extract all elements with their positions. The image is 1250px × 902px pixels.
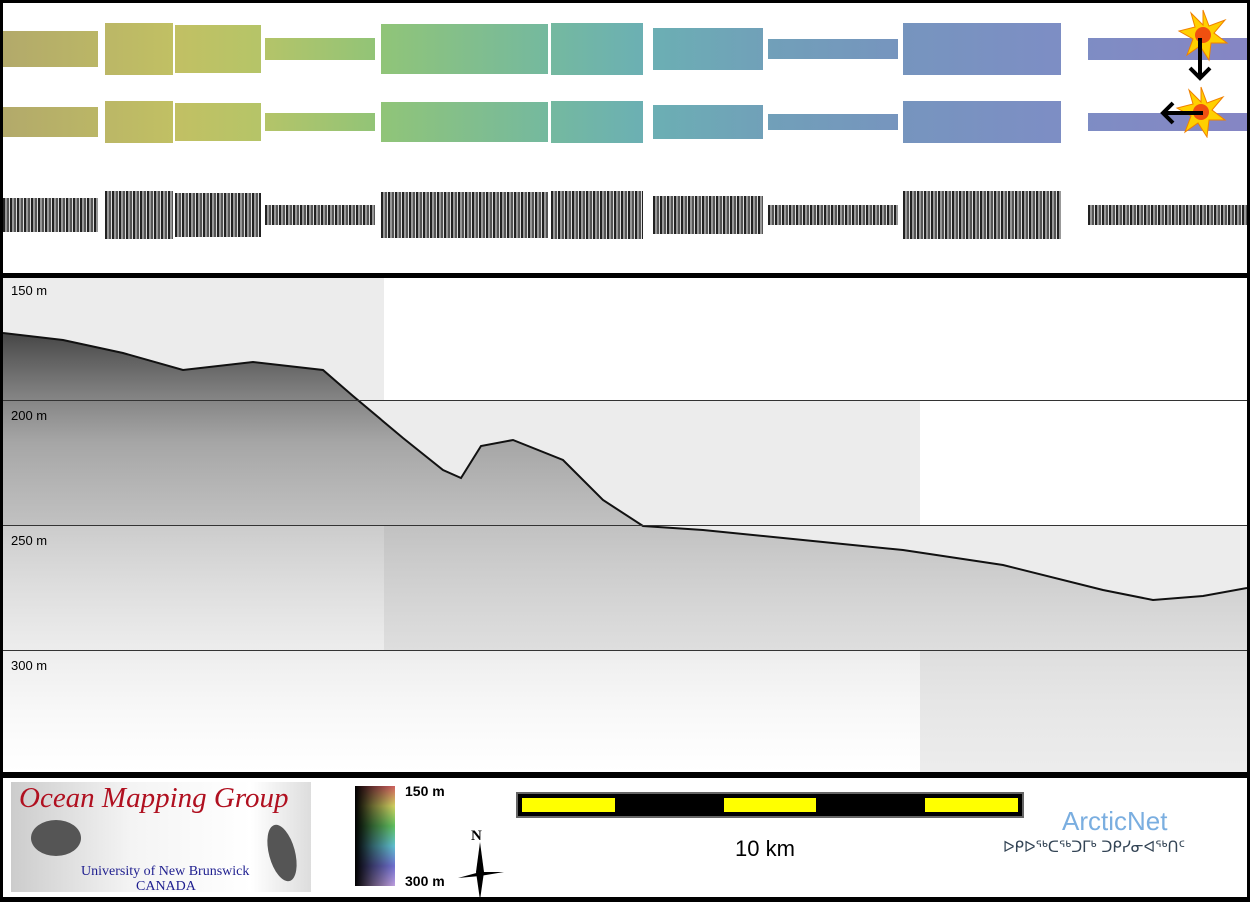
shaded-relief-strip-segment — [175, 102, 261, 142]
backscatter-strip-segment — [381, 192, 548, 238]
logo-university: University of New Brunswick — [81, 864, 250, 879]
backscatter-strip-segment — [551, 191, 643, 239]
shaded-relief-strip-segment — [903, 23, 1061, 75]
depth-label-300: 300 m — [11, 658, 48, 673]
shaded-relief-strip-segment — [903, 101, 1061, 143]
backscatter-strip-segment — [175, 193, 261, 237]
arcticnet-logo: ArcticNet — [1062, 806, 1168, 836]
scale-bar-segment — [925, 798, 1018, 812]
scallop-image — [31, 820, 81, 856]
depth-label-250: 250 m — [11, 533, 48, 548]
scale-bar-segment — [723, 798, 817, 812]
depth-label-200: 200 m — [11, 408, 48, 423]
depth-label-150: 150 m — [11, 283, 48, 298]
shaded-relief-strip-segment — [3, 107, 98, 137]
shaded-relief-strip-segment — [381, 101, 548, 143]
scale-bar — [516, 792, 1024, 818]
shaded-relief-strip-segment — [768, 38, 898, 60]
backscatter-strip-segment — [1088, 204, 1247, 226]
shaded-relief-strip-segment — [175, 25, 261, 73]
scale-label: 10 km — [735, 836, 795, 861]
backscatter-strip-segment — [653, 196, 763, 234]
seafloor-echo-trace — [3, 332, 1247, 772]
bathymetry-strips-panel — [3, 3, 1247, 273]
logo-title: Ocean Mapping Group — [19, 782, 289, 814]
shaded-relief-strip-segment — [381, 24, 548, 74]
ocean-mapping-group-logo: Ocean Mapping Group University of New Br… — [11, 782, 311, 894]
shaded-relief-strip-segment — [3, 30, 98, 68]
shaded-relief-strip-segment — [551, 101, 643, 143]
backscatter-strip-segment — [105, 191, 173, 239]
scallop-image — [261, 821, 303, 885]
shaded-relief-strip-segment — [551, 23, 643, 75]
depth-colorbar — [355, 786, 395, 886]
arcticnet-syllabics: ᐅᑭᐅᖅᑕᖅᑐᒥᒃ ᑐᑭᓯᓂᐊᖅᑎᑦ — [1003, 838, 1185, 856]
sub-bottom-profile-panel: 150 m 200 m 250 m 300 m — [3, 278, 1247, 772]
logo-country: CANADA — [136, 879, 196, 894]
backscatter-strip-segment — [265, 205, 375, 225]
shaded-relief-strip-segment — [265, 113, 375, 131]
shaded-relief-strip-segment — [265, 38, 375, 60]
scale-bar-segment — [824, 798, 918, 812]
backscatter-strip-segment — [903, 191, 1061, 239]
arrow-left-icon — [1160, 101, 1203, 125]
arrow-down-icon — [1188, 38, 1212, 81]
shaded-relief-strip-segment — [105, 101, 173, 143]
backscatter-strip-segment — [768, 205, 898, 225]
legend-panel: Ocean Mapping Group University of New Br… — [3, 778, 1247, 900]
sun-icon — [1177, 9, 1229, 62]
shaded-relief-strip-segment — [105, 23, 173, 75]
shaded-relief-strip-segment — [768, 113, 898, 131]
colorbar-bottom-label: 300 m — [405, 873, 445, 889]
backscatter-strip-segment — [3, 198, 98, 232]
scale-bar-segment — [622, 798, 716, 812]
shaded-relief-strip-segment — [653, 105, 763, 139]
scale-bar-segment — [522, 798, 615, 812]
colorbar-top-label: 150 m — [405, 783, 445, 799]
shaded-relief-strip-segment — [653, 28, 763, 70]
sun-illumination-icons — [1160, 9, 1229, 138]
